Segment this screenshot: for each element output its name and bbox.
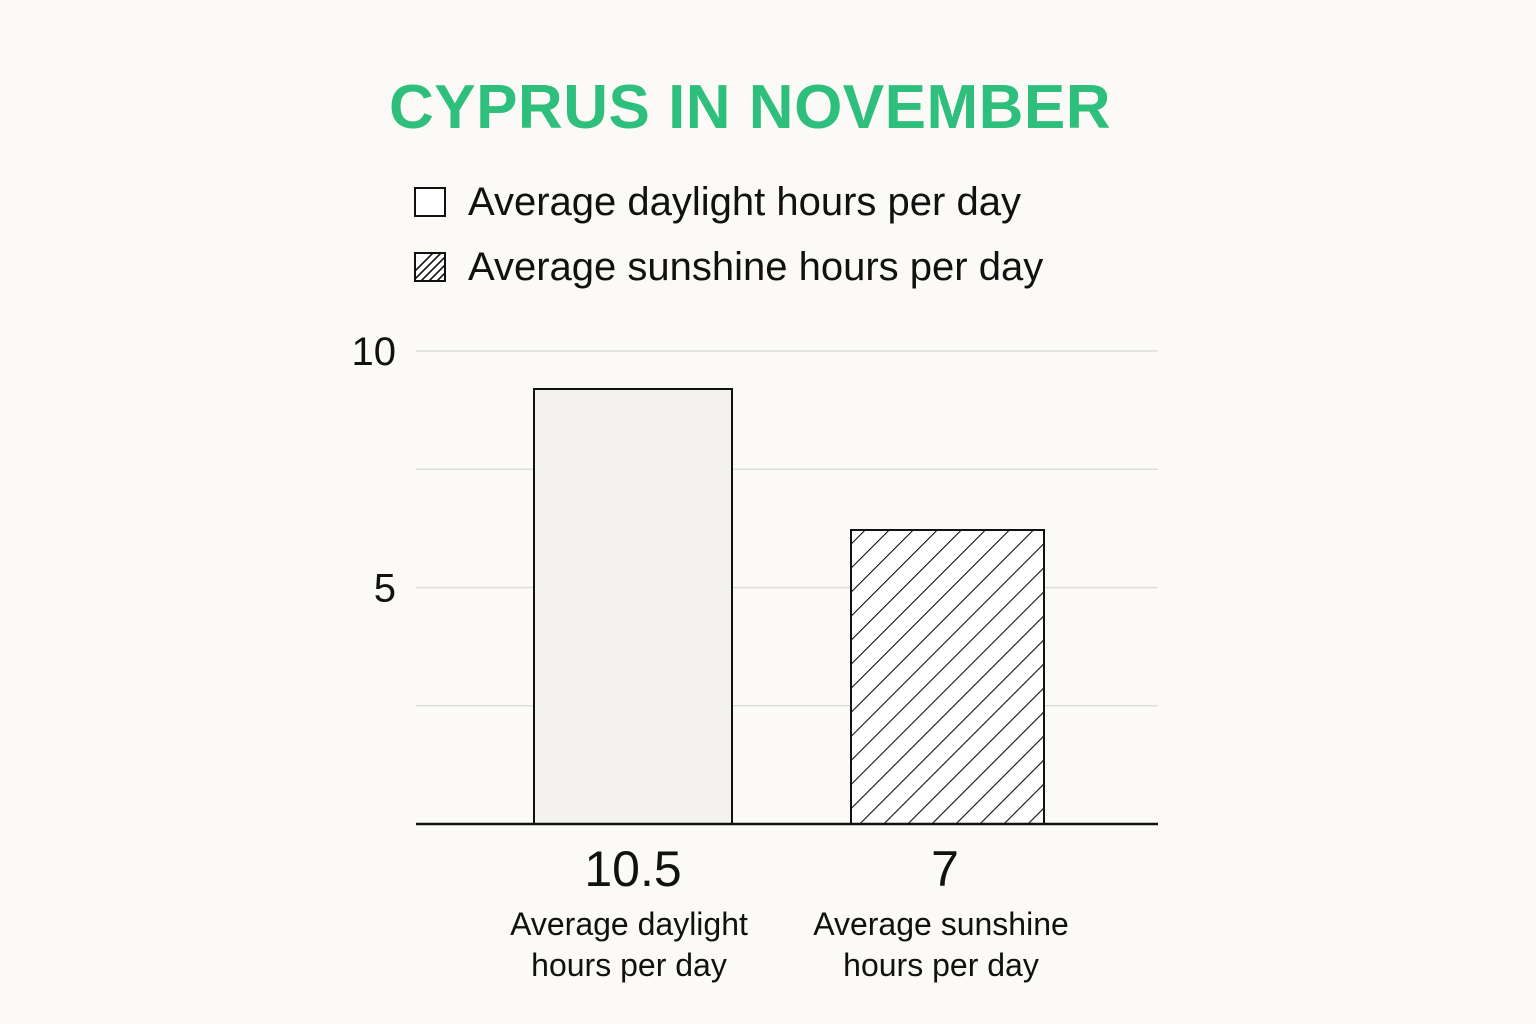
bar-caption-daylight: Average daylight hours per day	[469, 904, 789, 986]
bar-sunshine	[850, 529, 1045, 825]
legend-label-sunshine: Average sunshine hours per day	[468, 245, 1044, 289]
bar-caption-sunshine: Average sunshine hours per day	[781, 904, 1101, 986]
y-tick-label: 5	[374, 567, 396, 611]
bar-caption-daylight-line-2: hours per day	[531, 947, 727, 983]
legend-swatch-hatched	[414, 252, 446, 282]
bar-caption-daylight-line-1: Average daylight	[510, 906, 748, 942]
y-tick-label: 10	[352, 330, 397, 374]
chart-legend: Average daylight hours per day Average s…	[414, 178, 1043, 308]
bar-value-label: 10.5	[584, 841, 681, 897]
bar-caption-sunshine-line-1: Average sunshine	[813, 906, 1069, 942]
bar-daylight	[533, 388, 733, 825]
legend-item-sunshine: Average sunshine hours per day	[414, 243, 1043, 291]
legend-item-daylight: Average daylight hours per day	[414, 178, 1043, 226]
bar-value-label: 7	[931, 841, 959, 897]
chart-title: CYPRUS IN NOVEMBER	[388, 73, 1112, 142]
legend-swatch-plain	[414, 187, 446, 217]
legend-label-daylight: Average daylight hours per day	[468, 180, 1021, 224]
bar-caption-sunshine-line-2: hours per day	[843, 947, 1039, 983]
